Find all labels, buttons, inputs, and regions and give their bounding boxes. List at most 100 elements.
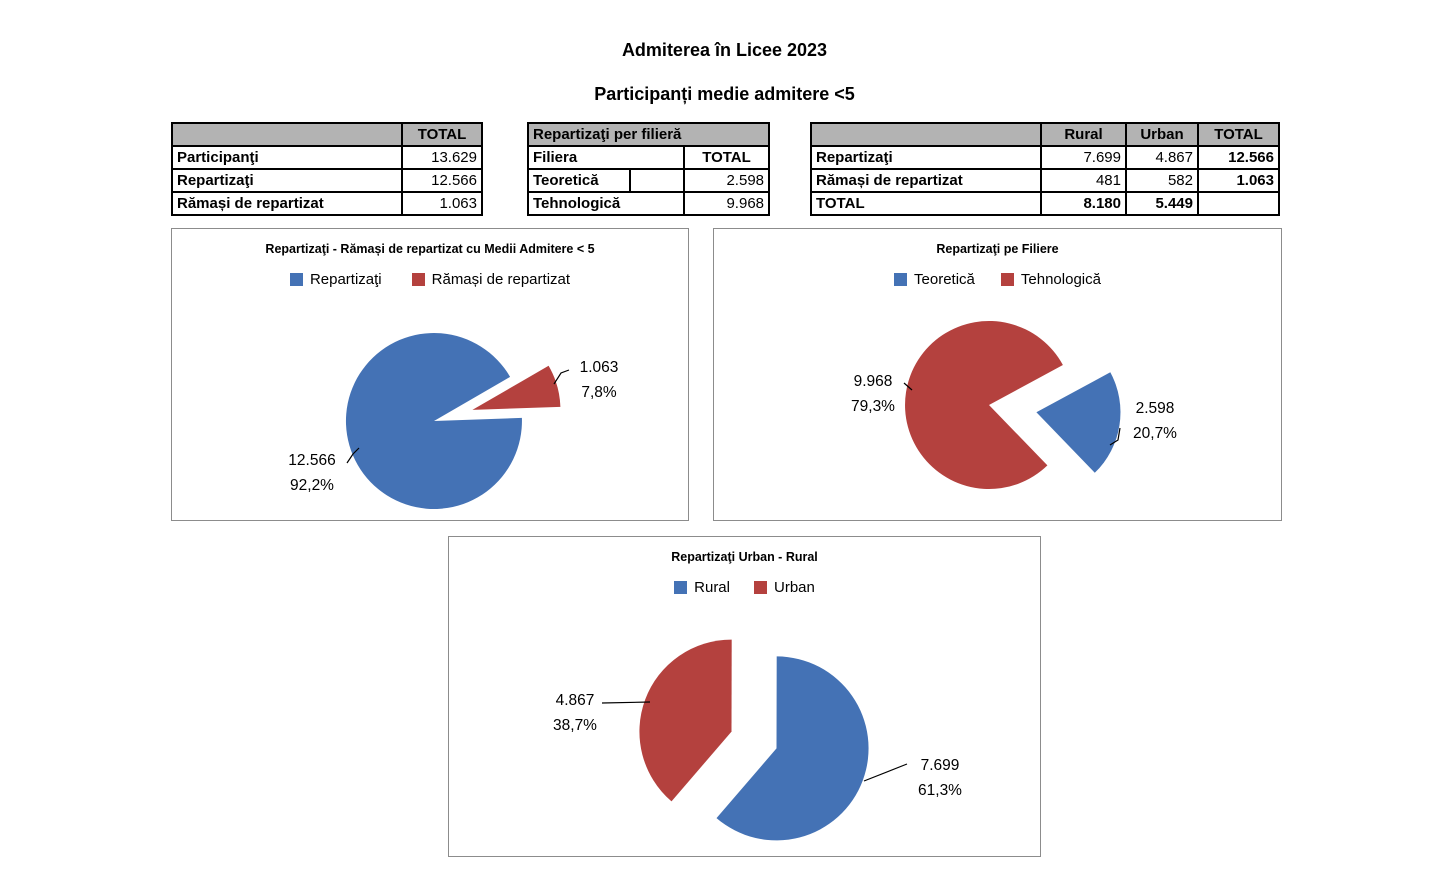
slice-percent: 61,3%: [918, 782, 962, 799]
table-row: TOTAL 8.180 5.449: [810, 191, 1280, 216]
value-cell: 12.566: [1197, 145, 1280, 170]
table-row: Repartizaţi per filieră: [526, 122, 771, 147]
legend-swatch-blue: [894, 273, 908, 286]
chart-title: Repartizaţi - Rămași de repartizat cu Me…: [265, 242, 595, 256]
row-label: Teoretică: [530, 171, 631, 190]
table-title: Repartizaţi per filieră: [526, 122, 771, 147]
row-label: Repartizaţi: [171, 168, 403, 193]
leader-line: [601, 701, 651, 704]
legend-swatch-red: [411, 273, 425, 286]
table-row: Rămași de repartizat 481 582 1.063: [810, 168, 1280, 193]
pie-chart-urban-rural: Repartizaţi Urban - Rural Rural Urban 4.…: [448, 536, 1041, 857]
value-cell: 12.566: [401, 168, 483, 193]
pie-slice: [345, 333, 522, 510]
legend-label: Tehnologică: [1020, 271, 1101, 288]
leader-line: [863, 763, 908, 782]
page-title: Admiterea în Licee 2023: [621, 40, 828, 60]
value-cell: 481: [1040, 168, 1127, 193]
value-cell: [1197, 191, 1280, 216]
legend-item: Rural: [674, 579, 730, 596]
slice-label: 12.566 92,2%: [274, 448, 350, 498]
slice-percent: 7,8%: [581, 384, 617, 401]
leader-line: [346, 447, 360, 464]
legend-item: Tehnologică: [1000, 271, 1101, 288]
legend-swatch-red: [1000, 273, 1014, 286]
leader-line: [553, 369, 570, 385]
table-row: Participanţi 13.629: [171, 145, 483, 170]
value-cell: 8.180: [1040, 191, 1127, 216]
slice-label: 9.968 79,3%: [840, 369, 906, 419]
pie-chart-svg: [601, 639, 908, 841]
pie-slice: [639, 639, 732, 802]
value-cell: 7.699: [1040, 145, 1127, 170]
corner-cell: [171, 122, 403, 147]
legend-label: Teoretică: [914, 271, 975, 288]
legend-label: Repartizaţi: [309, 271, 382, 288]
row-label: Rămași de repartizat: [810, 168, 1042, 193]
value-cell: 5.449: [1125, 191, 1199, 216]
value-cell: 1.063: [401, 191, 483, 216]
row-label-split: Teoretică: [527, 168, 685, 193]
slice-value: 9.968: [853, 373, 893, 390]
slice-percent: 79,3%: [851, 398, 895, 415]
slice-value: 2.598: [1135, 400, 1175, 417]
column-header-total: TOTAL: [682, 145, 771, 170]
slice-label: 1.063 7,8%: [564, 355, 634, 405]
column-header-total: TOTAL: [401, 122, 483, 147]
column-header-rural: Rural: [1040, 122, 1127, 147]
rural-urban-table: Rural Urban TOTAL Repartizaţi 7.699 4.86…: [810, 122, 1280, 216]
table-row: Tehnologică 9.968: [527, 191, 771, 216]
value-cell: 13.629: [401, 145, 483, 170]
row-label: Tehnologică: [527, 191, 685, 216]
row-label: Rămași de repartizat: [171, 191, 403, 216]
pie-slice: [716, 656, 869, 841]
leader-line: [903, 382, 913, 391]
table-row: Repartizaţi 12.566: [171, 168, 483, 193]
totals-table: TOTAL Participanţi 13.629 Repartizaţi 12…: [171, 122, 483, 216]
leader-line: [1109, 427, 1121, 446]
chart-legend: Rural Urban: [449, 579, 1040, 596]
table-row: Teoretică 2.598: [527, 168, 771, 193]
legend-swatch-red: [754, 581, 767, 594]
value-cell: 9.968: [682, 191, 771, 216]
slice-value: 12.566: [288, 452, 336, 469]
slice-value: 1.063: [579, 359, 619, 376]
pie-chart-svg: [345, 333, 570, 510]
legend-swatch-blue: [289, 273, 303, 286]
legend-item: Urban: [754, 579, 815, 596]
table-row: TOTAL: [171, 122, 483, 147]
pie-chart-svg: [903, 320, 1121, 489]
column-header-filiera: Filiera: [527, 145, 685, 170]
chart-legend: Repartizaţi Rămași de repartizat: [172, 271, 688, 288]
slice-label: 2.598 20,7%: [1123, 396, 1187, 446]
legend-label: Rămași de repartizat: [431, 271, 571, 288]
slice-percent: 92,2%: [290, 477, 334, 494]
value-cell: 2.598: [682, 168, 771, 193]
legend-label: Urban: [774, 579, 815, 596]
chart-title: Repartizaţi Urban - Rural: [671, 550, 818, 564]
table-row: Rămași de repartizat 1.063: [171, 191, 483, 216]
row-label: TOTAL: [810, 191, 1042, 216]
table-row: Filiera TOTAL: [527, 145, 771, 170]
legend-item: Teoretică: [894, 271, 975, 288]
value-cell: 4.867: [1125, 145, 1199, 170]
legend-item: Rămași de repartizat: [411, 271, 571, 288]
legend-swatch-blue: [674, 581, 688, 594]
corner-cell: [810, 122, 1042, 147]
column-header-urban: Urban: [1125, 122, 1199, 147]
chart-title: Repartizaţi pe Filiere: [936, 242, 1059, 256]
legend-item: Repartizaţi: [289, 271, 382, 288]
table-row: Rural Urban TOTAL: [810, 122, 1280, 147]
pie-slice: [1036, 372, 1121, 473]
value-cell: 582: [1125, 168, 1199, 193]
chart-legend: Teoretică Tehnologică: [714, 271, 1281, 288]
legend-label: Rural: [694, 579, 730, 596]
slice-label: 4.867 38,7%: [541, 688, 609, 738]
pie-chart-filiere: Repartizaţi pe Filiere Teoretică Tehnolo…: [713, 228, 1282, 521]
slice-percent: 38,7%: [553, 717, 597, 734]
slice-label: 7.699 61,3%: [906, 753, 974, 803]
column-header-total: TOTAL: [1197, 122, 1280, 147]
pie-chart-repartizati-ramasi: Repartizaţi - Rămași de repartizat cu Me…: [171, 228, 689, 521]
slice-value: 7.699: [920, 757, 960, 774]
pie-slice: [905, 320, 1063, 489]
